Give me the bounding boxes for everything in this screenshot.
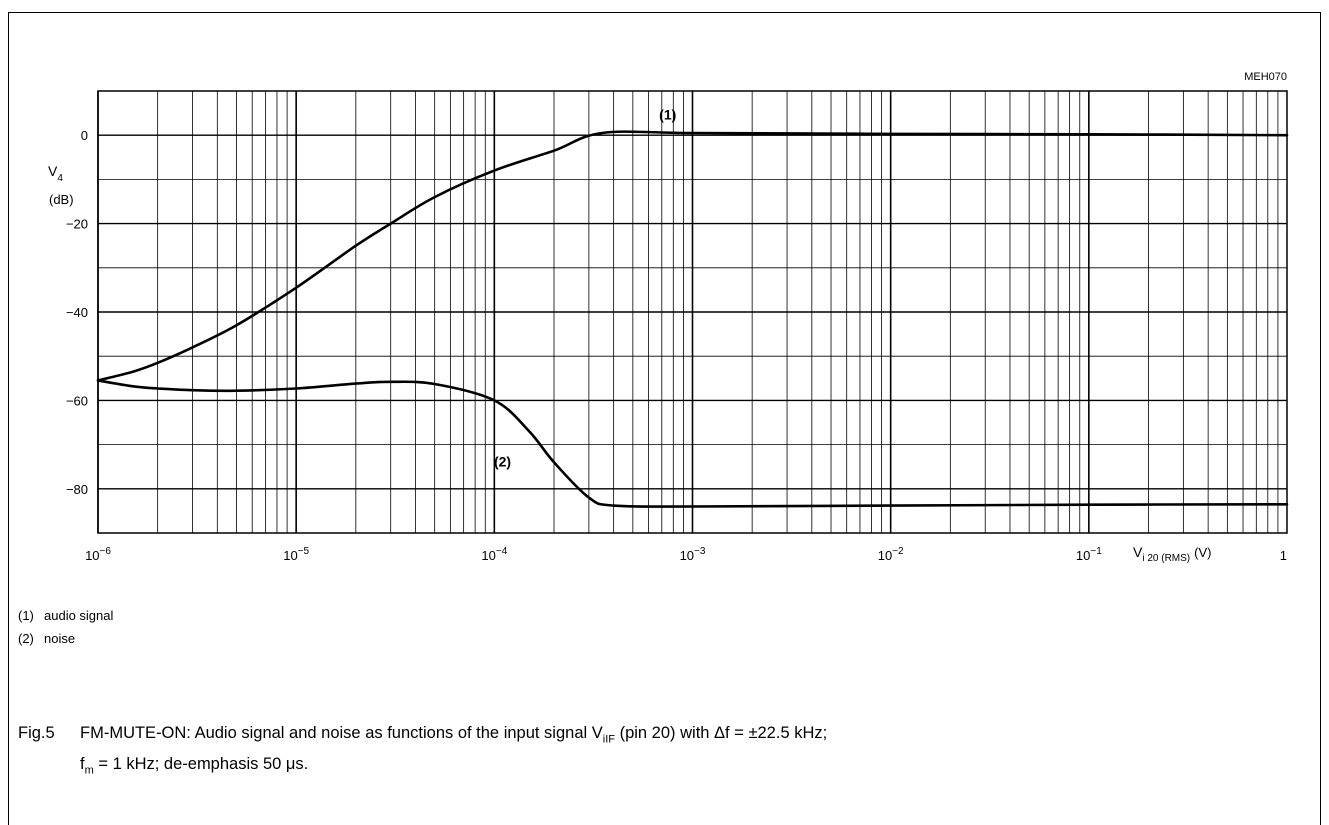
x-axis-label: Vi 20 (RMS) (V) — [1133, 544, 1211, 564]
y-tick-labels: 0 −20 −40 −60 −80 — [66, 128, 88, 497]
x-axis-label-main: Vi 20 (RMS) (V) — [1133, 544, 1211, 564]
y-tick-label: −20 — [66, 217, 88, 232]
x-tick-label: 10−5 — [283, 546, 309, 563]
x-tick-label: 10−3 — [680, 546, 706, 563]
x-tick-label: 10−4 — [481, 546, 507, 563]
caption-subscript: m — [84, 764, 94, 777]
note-noise: (2) noise — [18, 631, 75, 646]
y-tick-label: 0 — [81, 128, 88, 143]
grid — [97, 91, 1287, 533]
series-line-noise — [96, 379, 1289, 508]
annotations: (1) (2) — [494, 107, 676, 470]
y-axis-label-main: V4 — [48, 163, 63, 184]
caption-subscript: iIF — [602, 733, 615, 746]
note-text: noise — [44, 631, 76, 646]
y-tick-label: −80 — [66, 482, 88, 497]
chart: 0−20−40−60−80 10−6 10−5 10−4 10−3 10−2 10−1 1 … — [48, 71, 1289, 564]
figure-code: MEH070 — [1244, 71, 1287, 83]
x-tick-label: 10−6 — [85, 546, 111, 563]
x-tick-label: 10−1 — [1076, 546, 1102, 563]
x-tick-label: 10−2 — [878, 546, 904, 563]
caption-text: f — [80, 755, 85, 774]
y-tick-label: −40 — [66, 305, 88, 320]
caption-text: = 1 kHz; de-emphasis 50 μs. — [93, 755, 309, 774]
y-axis-label-unit: (dB) — [49, 192, 74, 207]
figure-frame — [8, 12, 1321, 825]
figure-number: Fig.5 — [18, 724, 55, 742]
curve-label: (2) — [494, 454, 511, 470]
x-tick-labels: 10−6 10−5 10−4 10−3 10−2 10−1 1 — [85, 546, 1287, 563]
figure-caption: Fig.5 FM-MUTE-ON: Audio signal and noise … — [18, 721, 827, 784]
plot-border — [97, 90, 1288, 534]
caption-text: FM-MUTE-ON: Audio signal and noise as fu… — [80, 724, 603, 742]
note-number: (2) — [18, 631, 34, 646]
caption-line-2: fm = 1 kHz; de-emphasis 50 μs. — [18, 752, 827, 783]
curve-label: (1) — [659, 107, 676, 123]
note-text: audio signal — [44, 608, 114, 623]
caption-text: (pin 20) with Δf = ±22.5 kHz; — [615, 724, 828, 742]
x-tick-label: 1 — [1280, 548, 1287, 563]
note-number: (1) — [18, 608, 34, 623]
y-axis-label: V4 (dB) — [48, 163, 74, 207]
caption-line-1: Fig.5 FM-MUTE-ON: Audio signal and noise … — [18, 721, 827, 752]
note-audio-signal: (1) audio signal — [18, 608, 113, 623]
series-group — [96, 130, 1289, 508]
y-tick-label: −60 — [66, 393, 88, 408]
series-line-audio — [96, 130, 1289, 382]
